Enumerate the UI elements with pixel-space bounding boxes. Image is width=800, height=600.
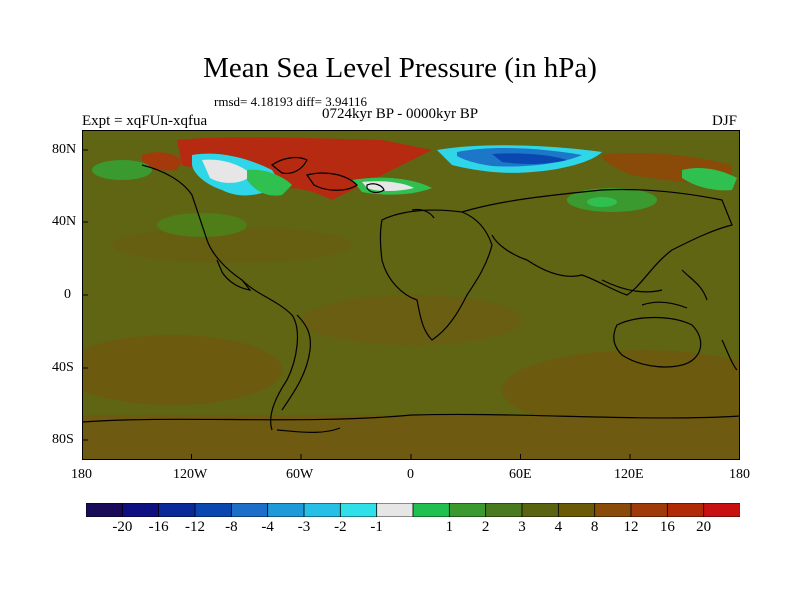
colorbar-label: -3 [297,519,311,535]
rmsd-diff-text: rmsd= 4.18193 diff= 3.94116 [214,94,367,109]
colorbar-swatch [557,503,596,517]
colorbar-swatch [666,503,705,517]
x-tick-180e: 180 [729,467,750,482]
x-tick-180w: 180 [71,467,92,482]
experiment-label: Expt = xqFUn-xqfua [82,113,208,129]
y-tick-0: 0 [64,287,71,302]
y-tick-80s: 80S [52,432,74,447]
colorbar-swatch [86,503,124,517]
colorbar-swatch [194,503,233,517]
colorbar-label: 20 [696,519,712,535]
y-tick-40n: 40N [52,214,77,229]
colorbar-swatch [303,503,342,517]
x-tick-120w: 120W [173,467,208,482]
colorbar-swatch [267,503,305,517]
colorbar-swatch [121,503,160,517]
colorbar-label: 4 [554,519,563,535]
colorbar-swatch [158,503,196,517]
colorbar-label: 2 [481,519,490,535]
southern-anomaly-bands [82,227,740,460]
colorbar-label: -12 [185,519,205,535]
x-tick-120e: 120E [614,467,644,482]
colorbar-label: 8 [590,519,599,535]
colorbar [86,503,740,517]
period-label: 0724kyr BP - 0000kyr BP [322,106,479,122]
x-tick-60w: 60W [286,467,314,482]
colorbar-label: -20 [112,519,133,535]
colorbar-label: 1 [445,519,454,535]
colorbar-swatch [230,503,269,517]
colorbar-swatch [485,503,523,517]
colorbar-label: -4 [261,519,274,535]
colorbar-swatch [339,503,378,517]
y-tick-40s: 40S [52,360,74,375]
colorbar-label: 16 [659,519,675,535]
season-label: DJF [712,113,738,129]
x-tick-0: 0 [407,467,414,482]
tick-marks [82,149,631,460]
y-tick-80n: 80N [52,142,77,157]
northern-anomaly-patches [92,137,737,237]
colorbar-label: 3 [518,519,526,535]
colorbar-label: 12 [623,519,639,535]
colorbar-swatch [412,503,451,517]
colorbar-swatch [630,503,669,517]
colorbar-label: -8 [225,519,238,535]
coastlines [82,156,740,433]
colorbar-swatch [376,503,414,517]
colorbar-label: -2 [334,519,347,535]
colorbar-label: -16 [148,519,169,535]
colorbar-swatch [594,503,632,517]
colorbar-swatch [448,503,487,517]
colorbar-swatch [521,503,560,517]
x-tick-60e: 60E [509,467,532,482]
colorbar-label: -1 [370,519,383,535]
colorbar-swatch [703,503,740,517]
map-title: Mean Sea Level Pressure (in hPa) [203,52,597,84]
pressure-anomaly-map [82,130,740,460]
